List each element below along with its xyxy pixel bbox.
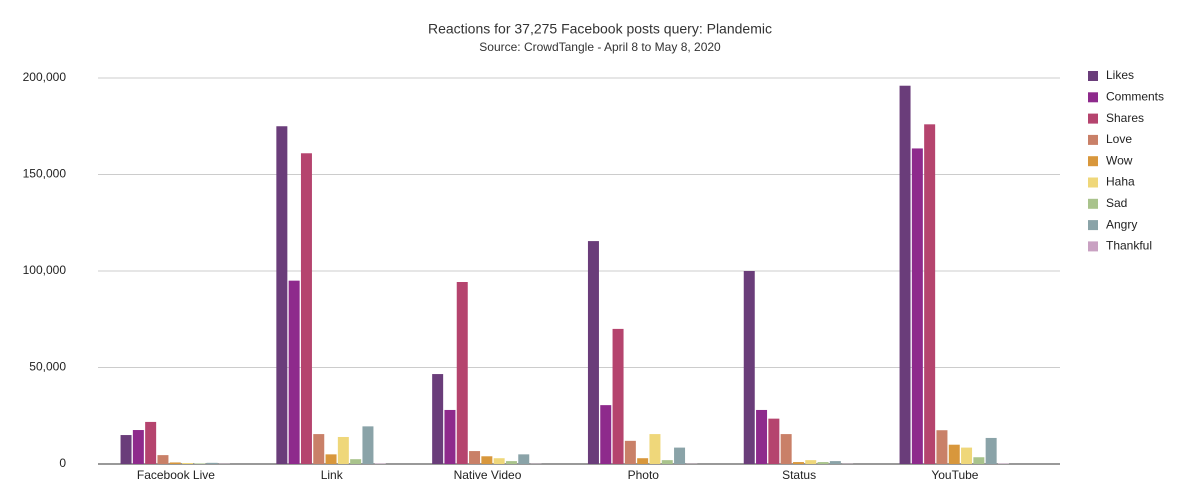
x-tick-label: Link <box>321 468 344 482</box>
bar <box>145 421 157 464</box>
legend-swatch <box>1088 92 1098 103</box>
y-tick-label: 100,000 <box>23 263 67 277</box>
bar <box>600 405 612 464</box>
bar <box>518 454 530 464</box>
chart-subtitle: Source: CrowdTangle - April 8 to May 8, … <box>479 40 721 54</box>
legend-swatch <box>1088 113 1098 124</box>
x-tick-label: Photo <box>628 468 660 482</box>
y-tick-label: 0 <box>59 456 66 470</box>
bar <box>924 124 936 464</box>
legend-swatch <box>1088 134 1098 145</box>
bar <box>337 436 349 464</box>
bar <box>157 455 169 464</box>
bar <box>132 430 144 464</box>
bar <box>350 459 362 464</box>
bar <box>288 280 300 464</box>
bar <box>961 447 973 464</box>
bar <box>444 409 456 464</box>
legend-swatch <box>1088 241 1098 252</box>
bar <box>505 461 517 464</box>
bar <box>276 126 288 464</box>
legend-swatch <box>1088 71 1098 81</box>
x-tick-label: YouTube <box>931 468 978 482</box>
legend-label: Comments <box>1106 89 1164 103</box>
bar <box>481 456 493 464</box>
bar <box>432 374 444 464</box>
bar <box>120 435 132 464</box>
bar <box>936 430 948 464</box>
legend-swatch <box>1088 177 1098 188</box>
legend-swatch <box>1088 156 1098 167</box>
bar <box>456 282 468 464</box>
bar <box>182 463 194 464</box>
bar <box>300 153 312 464</box>
bar <box>362 426 374 464</box>
bar <box>612 328 624 464</box>
bar <box>899 85 911 464</box>
bar <box>985 437 997 464</box>
legend-label: Thankful <box>1106 239 1152 253</box>
legend-label: Sad <box>1106 196 1127 210</box>
bar <box>587 241 599 464</box>
bar <box>649 434 661 464</box>
bar <box>780 434 792 464</box>
y-tick-label: 200,000 <box>23 70 67 84</box>
legend-label: Wow <box>1106 153 1133 167</box>
bar <box>206 462 218 464</box>
bar <box>829 461 841 464</box>
x-tick-label: Native Video <box>454 468 522 482</box>
bar <box>194 463 206 464</box>
bar <box>743 271 755 464</box>
bar <box>792 462 804 464</box>
bar <box>661 460 673 464</box>
bar <box>768 418 780 464</box>
bar <box>911 148 923 464</box>
bar <box>817 462 829 464</box>
y-tick-label: 50,000 <box>29 360 66 374</box>
bar <box>637 458 649 464</box>
chart-title: Reactions for 37,275 Facebook posts quer… <box>428 21 772 37</box>
legend-swatch <box>1088 220 1098 231</box>
bar <box>313 434 325 464</box>
legend-label: Love <box>1106 132 1132 146</box>
bar <box>973 457 985 464</box>
bar <box>674 447 686 464</box>
legend-label: Angry <box>1106 217 1137 231</box>
bar <box>325 454 337 464</box>
legend-label: Shares <box>1106 111 1144 125</box>
bar <box>169 462 181 464</box>
legend-swatch <box>1088 198 1098 209</box>
bar <box>469 451 481 464</box>
y-tick-label: 150,000 <box>23 167 67 181</box>
legend-label: Likes <box>1106 68 1134 82</box>
bar <box>624 440 636 464</box>
x-tick-label: Facebook Live <box>137 468 215 482</box>
bar <box>948 444 960 464</box>
legend-label: Haha <box>1106 175 1135 189</box>
bar <box>805 460 817 464</box>
x-tick-label: Status <box>782 468 816 482</box>
bar <box>493 458 505 464</box>
bar <box>756 409 768 464</box>
